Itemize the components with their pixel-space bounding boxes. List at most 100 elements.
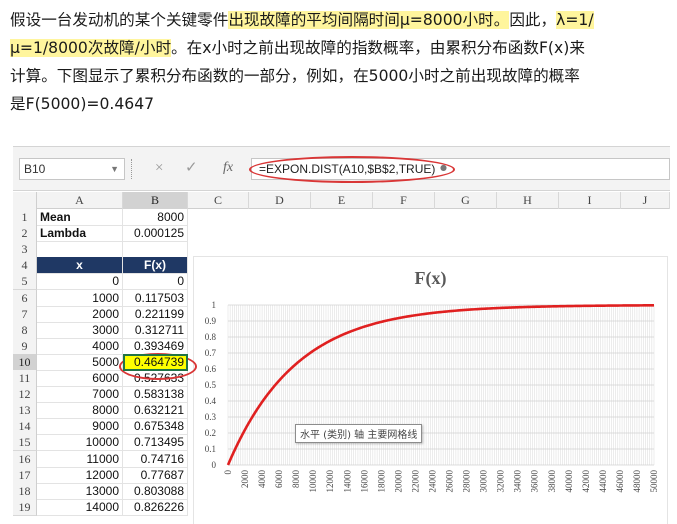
x-tick-label: 48000 xyxy=(632,470,642,493)
cell-a2[interactable]: Lambda xyxy=(37,225,123,243)
article-text-span: 。在x小时之前出现故障的指数概率，由累积分布函数F(x)来 xyxy=(171,39,585,57)
cell-b7[interactable]: 0.221199 xyxy=(123,305,188,323)
chevron-down-icon[interactable]: ▼ xyxy=(110,164,119,174)
column-header-e[interactable]: E xyxy=(311,192,373,209)
cell-a12[interactable]: 7000 xyxy=(37,386,123,404)
row-header-18[interactable]: 18 xyxy=(13,482,37,500)
x-tick-label: 42000 xyxy=(581,470,591,493)
row-header-3[interactable]: 3 xyxy=(13,241,37,259)
article-text: 假设一台发动机的某个关键零件出现故障的平均间隔时间μ=8000小时。因此，λ=1… xyxy=(10,6,672,118)
cell-b13[interactable]: 0.632121 xyxy=(123,402,188,420)
y-tick-label: 0.6 xyxy=(205,364,217,374)
cell-a19[interactable]: 14000 xyxy=(37,498,123,516)
row-header-14[interactable]: 14 xyxy=(13,418,37,436)
column-header-i[interactable]: I xyxy=(559,192,621,209)
cell-b3[interactable] xyxy=(123,241,188,259)
cell-a4[interactable]: x xyxy=(37,257,123,275)
row-header-12[interactable]: 12 xyxy=(13,386,37,404)
x-tick-label: 36000 xyxy=(530,470,540,493)
name-box-value: B10 xyxy=(24,162,46,176)
cell-b10[interactable]: 0.464739 xyxy=(123,353,188,371)
x-tick-label: 46000 xyxy=(615,470,625,493)
cell-b1[interactable]: 8000 xyxy=(123,209,188,226)
cell-b17[interactable]: 0.77687 xyxy=(123,466,188,484)
cell-a6[interactable]: 1000 xyxy=(37,289,123,307)
row-header-9[interactable]: 9 xyxy=(13,337,37,355)
column-header-h[interactable]: H xyxy=(497,192,559,209)
row-header-8[interactable]: 8 xyxy=(13,321,37,339)
article-line-1: 假设一台发动机的某个关键零件出现故障的平均间隔时间μ=8000小时。因此，λ=1… xyxy=(10,6,672,34)
column-header-f[interactable]: F xyxy=(373,192,435,209)
x-tick-label: 22000 xyxy=(410,470,420,493)
row-header-1[interactable]: 1 xyxy=(13,209,37,226)
y-tick-label: 0.9 xyxy=(205,316,217,326)
x-tick-label: 4000 xyxy=(257,470,267,489)
cell-b15[interactable]: 0.713495 xyxy=(123,434,188,452)
cell-b2[interactable]: 0.000125 xyxy=(123,225,188,243)
chart-area[interactable]: F(x) 0 0.1 0.2 0.3 0.4 0.5 0.6 0.7 0.8 0.9 1 0 2000 4… xyxy=(193,256,668,524)
cell-a11[interactable]: 6000 xyxy=(37,370,123,387)
select-all-corner[interactable] xyxy=(13,192,37,209)
cell-b12[interactable]: 0.583138 xyxy=(123,386,188,404)
cell-b8[interactable]: 0.312711 xyxy=(123,321,188,339)
row-header-19[interactable]: 19 xyxy=(13,498,37,516)
x-tick-label: 28000 xyxy=(462,470,472,493)
x-tick-label: 50000 xyxy=(649,470,659,493)
row-header-2[interactable]: 2 xyxy=(13,225,37,243)
row-header-13[interactable]: 13 xyxy=(13,402,37,420)
x-tick-label: 16000 xyxy=(359,470,369,493)
cell-a13[interactable]: 8000 xyxy=(37,402,123,420)
cell-b6[interactable]: 0.117503 xyxy=(123,289,188,307)
cell-b4[interactable]: F(x) xyxy=(123,257,188,275)
cell-a8[interactable]: 3000 xyxy=(37,321,123,339)
row-header-4[interactable]: 4 xyxy=(13,257,37,275)
enter-icon[interactable]: ✓ xyxy=(185,160,198,176)
cell-b18[interactable]: 0.803088 xyxy=(123,482,188,500)
y-tick-label: 0.5 xyxy=(205,380,217,390)
x-tick-label: 2000 xyxy=(240,470,250,489)
article-line-3: 计算。下图显示了累积分布函数的一部分，例如，在5000小时之前出现故障的概率 xyxy=(10,67,580,85)
row-header-7[interactable]: 7 xyxy=(13,305,37,323)
row-header-10[interactable]: 10 xyxy=(13,353,37,371)
column-header-b[interactable]: B xyxy=(123,192,188,209)
article-line-4: 是F(5000)=0.4647 xyxy=(10,95,155,113)
x-tick-label: 0 xyxy=(223,470,233,475)
cell-a9[interactable]: 4000 xyxy=(37,337,123,355)
cell-a3[interactable] xyxy=(37,241,123,259)
row-header-6[interactable]: 6 xyxy=(13,289,37,307)
x-tick-label: 10000 xyxy=(308,470,318,493)
row-header-15[interactable]: 15 xyxy=(13,434,37,452)
cell-a10[interactable]: 5000 xyxy=(37,353,123,371)
row-header-16[interactable]: 16 xyxy=(13,450,37,468)
x-tick-label: 26000 xyxy=(445,470,455,493)
highlight-mean: 出现故障的平均间隔时间μ=8000小时。 xyxy=(228,11,510,29)
cell-a5[interactable]: 0 xyxy=(37,273,123,291)
column-header-c[interactable]: C xyxy=(188,192,249,209)
cell-a1[interactable]: Mean xyxy=(37,209,123,226)
row-header-17[interactable]: 17 xyxy=(13,466,37,484)
column-header-d[interactable]: D xyxy=(249,192,311,209)
column-header-a[interactable]: A xyxy=(37,192,123,209)
cell-b16[interactable]: 0.74716 xyxy=(123,450,188,468)
x-tick-label: 8000 xyxy=(291,470,301,489)
cell-a14[interactable]: 9000 xyxy=(37,418,123,436)
cell-b14[interactable]: 0.675348 xyxy=(123,418,188,436)
cell-a17[interactable]: 12000 xyxy=(37,466,123,484)
cell-a15[interactable]: 10000 xyxy=(37,434,123,452)
insert-function-icon[interactable]: fx xyxy=(223,160,234,175)
name-box[interactable]: B10 ▼ xyxy=(19,158,125,180)
cell-a18[interactable]: 13000 xyxy=(37,482,123,500)
cell-b19[interactable]: 0.826226 xyxy=(123,498,188,516)
formula-annotation-oval xyxy=(249,156,455,183)
cell-a7[interactable]: 2000 xyxy=(37,305,123,323)
cell-a16[interactable]: 11000 xyxy=(37,450,123,468)
row-header-11[interactable]: 11 xyxy=(13,370,37,387)
column-header-j[interactable]: J xyxy=(621,192,670,209)
row-header-5[interactable]: 5 xyxy=(13,273,37,291)
formula-bar: B10 ▼ × ✓ fx =EXPON.DIST(A10,$B$2,TRUE) … xyxy=(13,147,670,191)
cell-b5[interactable]: 0 xyxy=(123,273,188,291)
y-tick-label: 0.7 xyxy=(205,348,217,358)
column-header-g[interactable]: G xyxy=(435,192,497,209)
cancel-icon[interactable]: × xyxy=(155,160,164,176)
